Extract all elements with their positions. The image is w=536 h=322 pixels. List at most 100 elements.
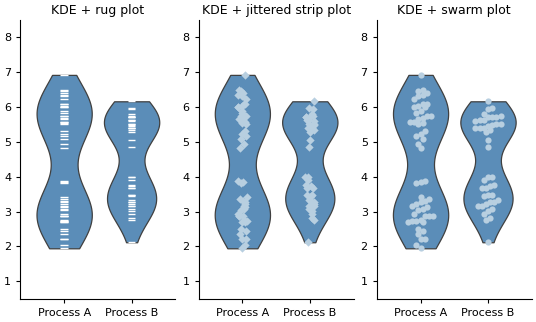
Point bbox=[416, 131, 425, 137]
Point bbox=[235, 231, 244, 236]
Point bbox=[241, 218, 249, 223]
Point bbox=[310, 99, 319, 104]
Point bbox=[302, 114, 311, 119]
Point bbox=[414, 88, 423, 93]
Point bbox=[305, 145, 314, 150]
Point bbox=[416, 246, 425, 251]
Point bbox=[234, 213, 243, 219]
Point bbox=[307, 111, 316, 117]
Point bbox=[239, 180, 248, 185]
Point bbox=[235, 88, 243, 93]
Title: KDE + swarm plot: KDE + swarm plot bbox=[398, 4, 511, 17]
Point bbox=[412, 242, 421, 247]
Point bbox=[306, 125, 314, 130]
Point bbox=[419, 88, 427, 93]
Point bbox=[238, 119, 247, 125]
Point bbox=[304, 177, 312, 182]
Point bbox=[483, 240, 492, 245]
Point bbox=[419, 92, 427, 97]
Point bbox=[412, 133, 421, 138]
Point bbox=[310, 199, 318, 204]
Point bbox=[483, 99, 492, 104]
Point bbox=[235, 197, 244, 202]
Title: KDE + jittered strip plot: KDE + jittered strip plot bbox=[202, 4, 351, 17]
Point bbox=[420, 213, 429, 219]
Point bbox=[240, 218, 248, 223]
Point bbox=[238, 131, 247, 137]
Point bbox=[310, 203, 318, 208]
Point bbox=[420, 128, 429, 133]
Point bbox=[488, 106, 496, 111]
Point bbox=[492, 114, 501, 119]
Point bbox=[416, 194, 425, 199]
Point bbox=[478, 203, 486, 208]
Point bbox=[419, 136, 427, 141]
Point bbox=[494, 197, 503, 202]
Point bbox=[422, 90, 431, 95]
Point bbox=[241, 202, 250, 207]
Point bbox=[310, 121, 318, 127]
Point bbox=[242, 122, 250, 127]
Point bbox=[241, 114, 250, 119]
Point bbox=[306, 138, 314, 143]
Point bbox=[410, 119, 419, 125]
Point bbox=[241, 204, 249, 210]
Point bbox=[237, 246, 246, 251]
Point bbox=[308, 193, 316, 198]
Point bbox=[410, 96, 419, 101]
Point bbox=[239, 199, 247, 204]
Point bbox=[237, 236, 246, 242]
Point bbox=[414, 226, 423, 232]
Point bbox=[306, 114, 314, 119]
Point bbox=[480, 125, 488, 130]
Point bbox=[483, 175, 492, 180]
Point bbox=[240, 142, 248, 147]
Point bbox=[483, 209, 492, 214]
Point bbox=[237, 113, 245, 118]
Point bbox=[237, 108, 246, 113]
Point bbox=[234, 213, 243, 219]
Point bbox=[307, 200, 316, 205]
Point bbox=[419, 207, 427, 212]
Point bbox=[483, 145, 492, 150]
Point bbox=[240, 203, 248, 208]
Point bbox=[490, 183, 498, 188]
Point bbox=[303, 175, 312, 180]
Point bbox=[416, 218, 425, 223]
Point bbox=[420, 236, 429, 241]
Point bbox=[303, 117, 312, 122]
Point bbox=[414, 122, 423, 127]
Point bbox=[237, 181, 245, 186]
Point bbox=[239, 115, 247, 120]
Point bbox=[475, 117, 484, 122]
Point bbox=[234, 212, 242, 217]
Point bbox=[234, 92, 243, 97]
Point bbox=[419, 228, 427, 233]
Point bbox=[237, 220, 246, 225]
Point bbox=[308, 124, 316, 129]
Point bbox=[307, 193, 315, 198]
Point bbox=[480, 212, 488, 217]
Point bbox=[304, 125, 312, 130]
Point bbox=[422, 114, 431, 119]
Point bbox=[236, 146, 244, 151]
Point bbox=[416, 200, 425, 205]
Point bbox=[488, 193, 496, 198]
Title: KDE + rug plot: KDE + rug plot bbox=[51, 4, 144, 17]
Point bbox=[305, 206, 314, 211]
Point bbox=[240, 207, 248, 212]
Point bbox=[305, 106, 314, 111]
Point bbox=[309, 114, 317, 119]
Point bbox=[429, 213, 437, 219]
Point bbox=[243, 218, 251, 223]
Point bbox=[304, 240, 312, 245]
Point bbox=[234, 105, 242, 110]
Point bbox=[301, 174, 309, 179]
Point bbox=[473, 204, 482, 209]
Point bbox=[241, 101, 249, 106]
Point bbox=[238, 121, 247, 126]
Point bbox=[490, 199, 498, 204]
Point bbox=[310, 217, 318, 223]
Point bbox=[480, 117, 488, 122]
Point bbox=[239, 213, 248, 219]
